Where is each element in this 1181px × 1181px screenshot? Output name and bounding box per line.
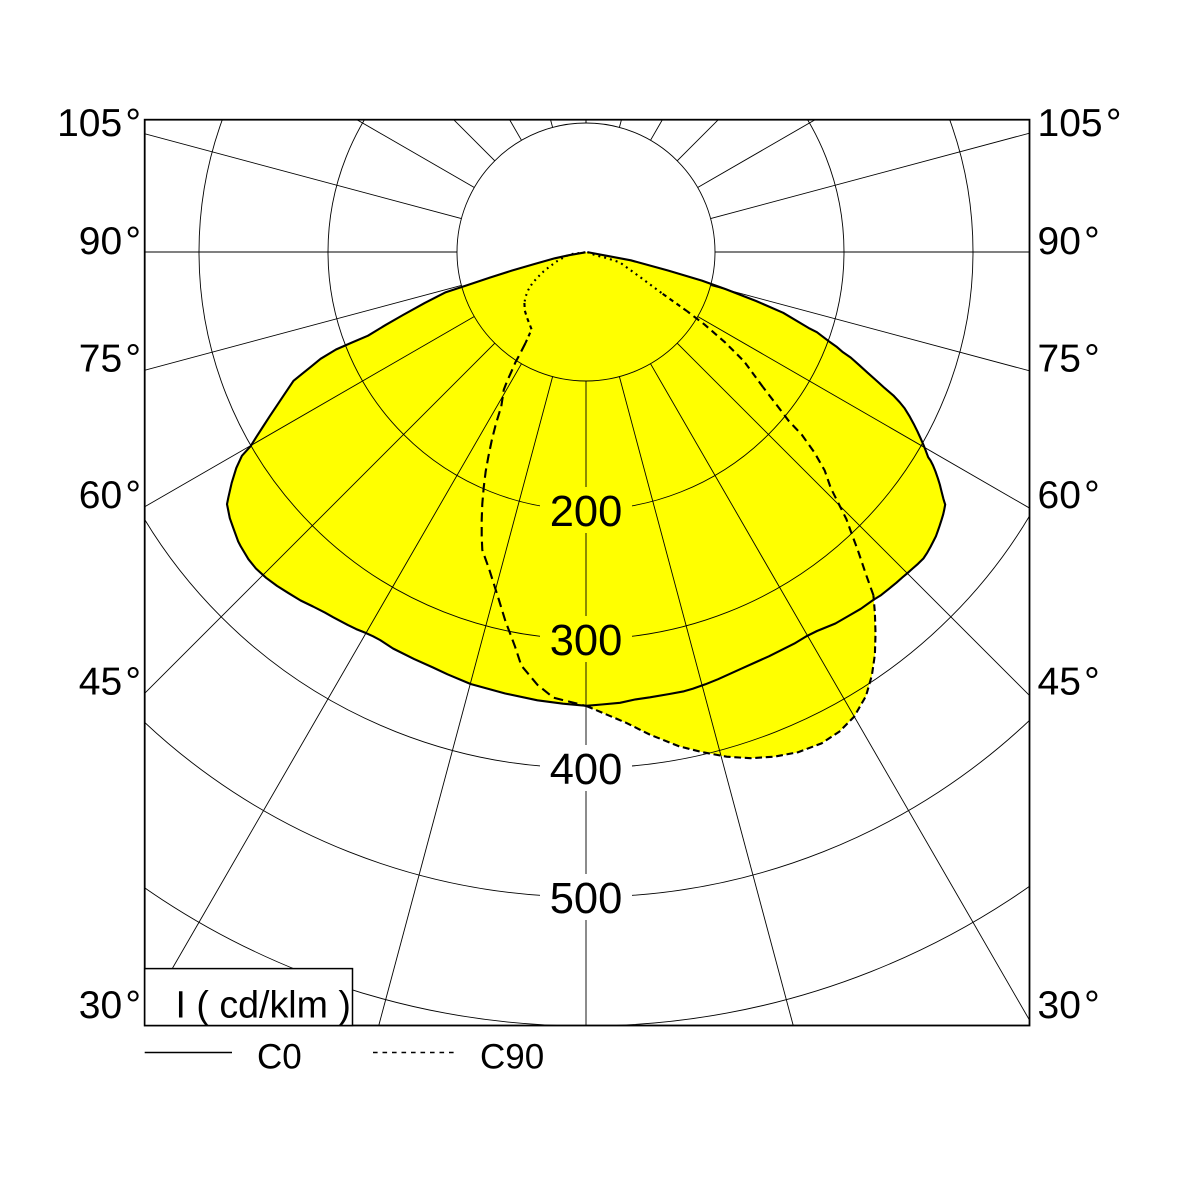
svg-text:75 °: 75 ° bbox=[1038, 338, 1100, 381]
svg-text:60 °: 60 ° bbox=[79, 474, 141, 517]
svg-text:500: 500 bbox=[550, 875, 623, 923]
svg-text:I ( cd/klm ): I ( cd/klm ) bbox=[176, 984, 351, 1026]
svg-text:90 °: 90 ° bbox=[1038, 220, 1100, 263]
svg-text:75 °: 75 ° bbox=[79, 338, 141, 381]
svg-text:300: 300 bbox=[550, 617, 623, 665]
svg-text:C90: C90 bbox=[480, 1038, 544, 1077]
svg-text:45 °: 45 ° bbox=[1038, 661, 1100, 704]
svg-text:200: 200 bbox=[550, 488, 623, 536]
svg-text:90 °: 90 ° bbox=[79, 220, 141, 263]
svg-text:105 °: 105 ° bbox=[1038, 102, 1122, 145]
svg-text:400: 400 bbox=[550, 746, 623, 794]
svg-text:30 °: 30 ° bbox=[79, 984, 141, 1027]
svg-text:C0: C0 bbox=[257, 1038, 302, 1077]
svg-text:105 °: 105 ° bbox=[57, 102, 141, 145]
svg-text:60 °: 60 ° bbox=[1038, 474, 1100, 517]
svg-text:45 °: 45 ° bbox=[79, 661, 141, 704]
svg-text:30 °: 30 ° bbox=[1038, 984, 1100, 1027]
